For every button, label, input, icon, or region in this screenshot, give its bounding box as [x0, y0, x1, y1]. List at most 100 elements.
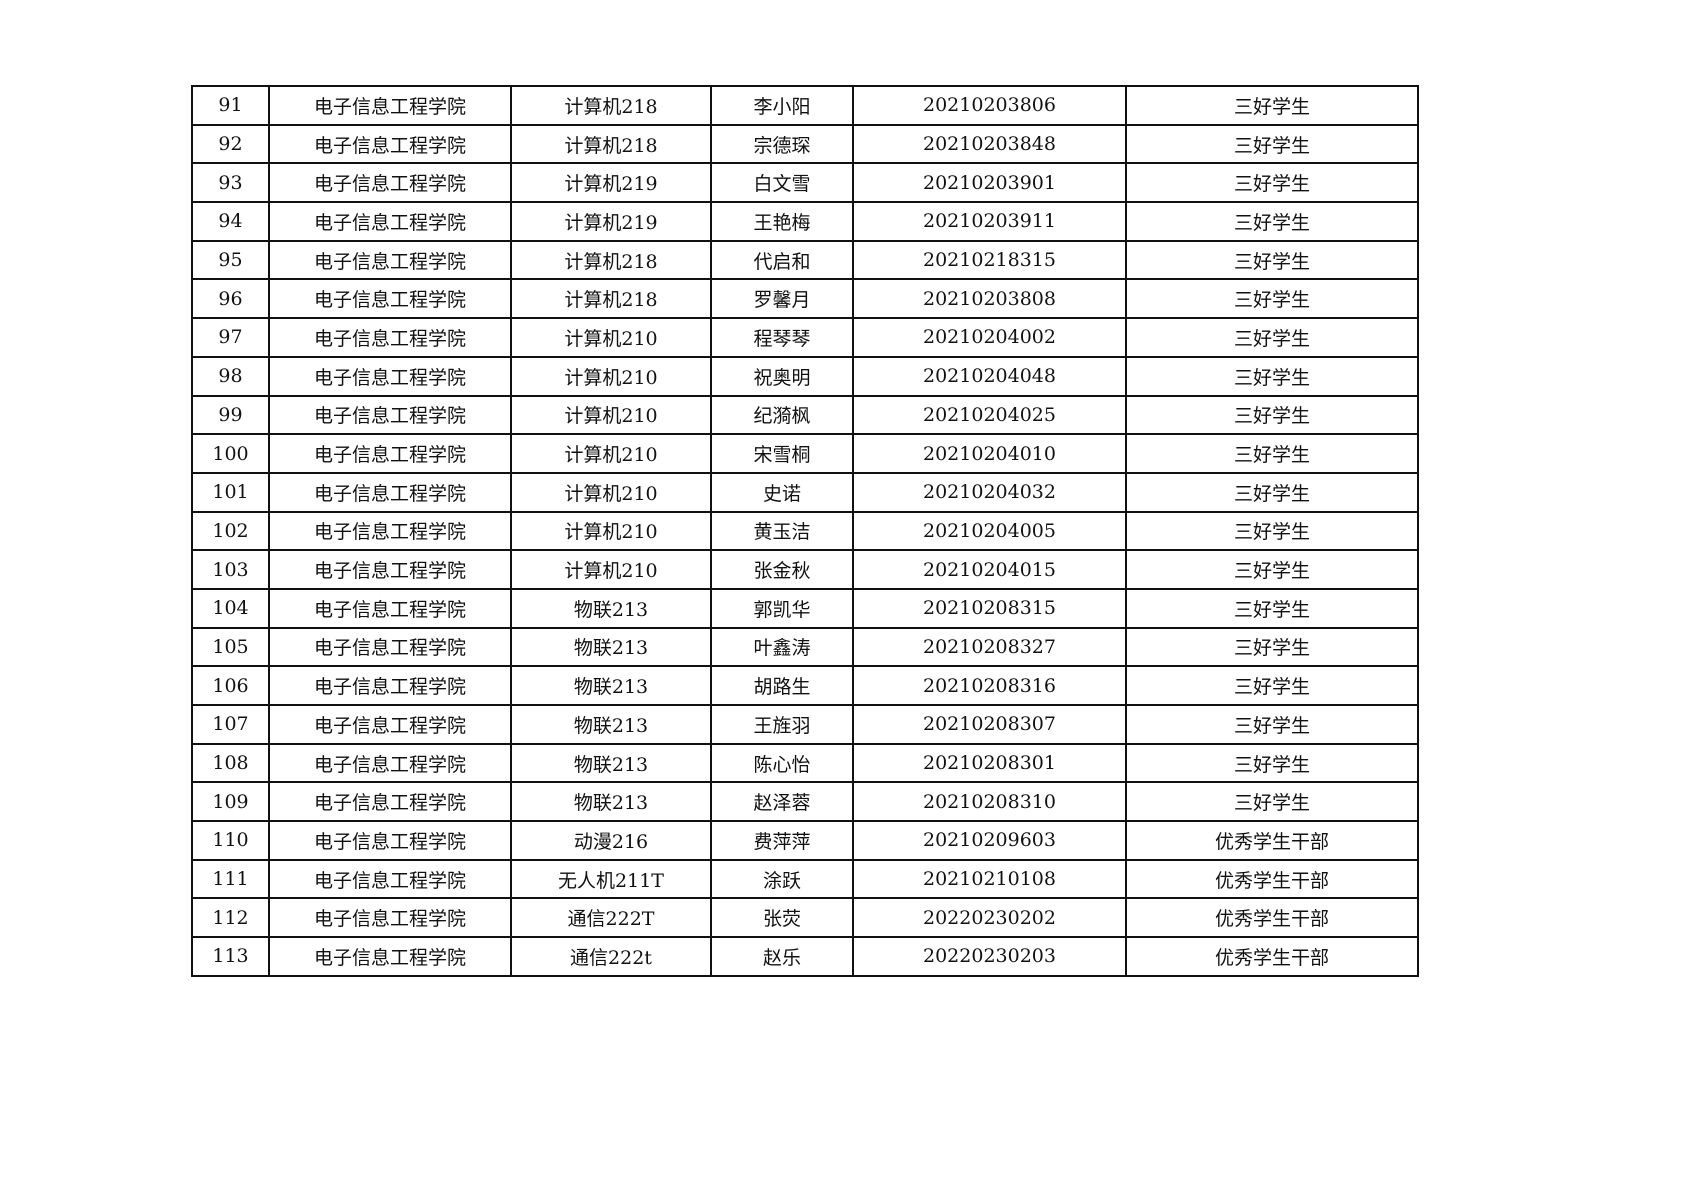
table-row: 104 电子信息工程学院 物联213 郭凯华 20210208315 三好学生 [191, 587, 1419, 629]
college-cell: 电子信息工程学院 [268, 162, 512, 204]
index-cell: 97 [191, 317, 270, 358]
college-cell: 电子信息工程学院 [268, 781, 512, 823]
index-cell: 98 [191, 355, 270, 397]
name-cell: 叶鑫涛 [710, 626, 854, 668]
class-cell: 计算机210 [510, 549, 712, 590]
award-cell: 三好学生 [1125, 85, 1419, 126]
index-cell: 99 [191, 394, 270, 436]
index-cell: 113 [191, 936, 270, 977]
name-cell: 涂跃 [710, 858, 854, 900]
college-cell: 电子信息工程学院 [268, 510, 512, 552]
table-row: 112 电子信息工程学院 通信222T 张荧 20220230202 优秀学生干部 [191, 897, 1419, 939]
class-cell: 计算机218 [510, 239, 712, 281]
college-cell: 电子信息工程学院 [268, 471, 512, 513]
name-cell: 纪漪枫 [710, 394, 854, 436]
class-cell: 计算机218 [510, 85, 712, 126]
college-cell: 电子信息工程学院 [268, 742, 512, 784]
award-cell: 三好学生 [1125, 704, 1419, 745]
name-cell: 费萍萍 [710, 820, 854, 861]
name-cell: 赵乐 [710, 936, 854, 977]
name-cell: 黄玉洁 [710, 510, 854, 552]
index-cell: 93 [191, 162, 270, 204]
award-cell: 三好学生 [1125, 587, 1419, 629]
name-cell: 李小阳 [710, 85, 854, 126]
college-cell: 电子信息工程学院 [268, 626, 512, 668]
table-row: 100 电子信息工程学院 计算机210 宋雪桐 20210204010 三好学生 [191, 433, 1419, 474]
college-cell: 电子信息工程学院 [268, 201, 512, 242]
college-cell: 电子信息工程学院 [268, 317, 512, 358]
college-cell: 电子信息工程学院 [268, 858, 512, 900]
table-row: 98 电子信息工程学院 计算机210 祝奥明 20210204048 三好学生 [191, 355, 1419, 397]
college-cell: 电子信息工程学院 [268, 704, 512, 745]
table-row: 111 电子信息工程学院 无人机211T 涂跃 20210210108 优秀学生干部 [191, 858, 1419, 900]
table-row: 102 电子信息工程学院 计算机210 黄玉洁 20210204005 三好学生 [191, 510, 1419, 552]
index-cell: 110 [191, 820, 270, 861]
college-cell: 电子信息工程学院 [268, 897, 512, 939]
class-cell: 物联213 [510, 742, 712, 784]
student-id-cell: 20210210108 [852, 858, 1127, 900]
index-cell: 105 [191, 626, 270, 668]
college-cell: 电子信息工程学院 [268, 355, 512, 397]
class-cell: 计算机210 [510, 471, 712, 513]
class-cell: 计算机210 [510, 394, 712, 436]
award-cell: 三好学生 [1125, 123, 1419, 165]
table-row: 105 电子信息工程学院 物联213 叶鑫涛 20210208327 三好学生 [191, 626, 1419, 668]
table-row: 91 电子信息工程学院 计算机218 李小阳 20210203806 三好学生 [191, 85, 1419, 126]
index-cell: 101 [191, 471, 270, 513]
student-id-cell: 20210208316 [852, 665, 1127, 706]
award-cell: 三好学生 [1125, 355, 1419, 397]
name-cell: 宗德琛 [710, 123, 854, 165]
award-cell: 三好学生 [1125, 549, 1419, 590]
student-id-cell: 20210204002 [852, 317, 1127, 358]
name-cell: 罗馨月 [710, 278, 854, 320]
student-id-cell: 20210203808 [852, 278, 1127, 320]
name-cell: 郭凯华 [710, 587, 854, 629]
table-row: 92 电子信息工程学院 计算机218 宗德琛 20210203848 三好学生 [191, 123, 1419, 165]
name-cell: 祝奥明 [710, 355, 854, 397]
award-cell: 三好学生 [1125, 510, 1419, 552]
student-id-cell: 20210204005 [852, 510, 1127, 552]
class-cell: 计算机218 [510, 123, 712, 165]
table-row: 103 电子信息工程学院 计算机210 张金秋 20210204015 三好学生 [191, 549, 1419, 590]
name-cell: 张荧 [710, 897, 854, 939]
award-cell: 三好学生 [1125, 278, 1419, 320]
college-cell: 电子信息工程学院 [268, 239, 512, 281]
name-cell: 王旌羽 [710, 704, 854, 745]
table-row: 108 电子信息工程学院 物联213 陈心怡 20210208301 三好学生 [191, 742, 1419, 784]
student-id-cell: 20210208310 [852, 781, 1127, 823]
name-cell: 张金秋 [710, 549, 854, 590]
student-id-cell: 20220230202 [852, 897, 1127, 939]
index-cell: 92 [191, 123, 270, 165]
student-id-cell: 20210204015 [852, 549, 1127, 590]
college-cell: 电子信息工程学院 [268, 123, 512, 165]
student-id-cell: 20210218315 [852, 239, 1127, 281]
student-id-cell: 20210203911 [852, 201, 1127, 242]
class-cell: 计算机210 [510, 510, 712, 552]
student-id-cell: 20210208307 [852, 704, 1127, 745]
name-cell: 陈心怡 [710, 742, 854, 784]
index-cell: 103 [191, 549, 270, 590]
student-id-cell: 20210208315 [852, 587, 1127, 629]
name-cell: 代启和 [710, 239, 854, 281]
index-cell: 109 [191, 781, 270, 823]
class-cell: 无人机211T [510, 858, 712, 900]
table-row: 93 电子信息工程学院 计算机219 白文雪 20210203901 三好学生 [191, 162, 1419, 204]
class-cell: 动漫216 [510, 820, 712, 861]
student-id-cell: 20210204032 [852, 471, 1127, 513]
award-cell: 三好学生 [1125, 626, 1419, 668]
class-cell: 计算机218 [510, 278, 712, 320]
college-cell: 电子信息工程学院 [268, 394, 512, 436]
index-cell: 102 [191, 510, 270, 552]
index-cell: 104 [191, 587, 270, 629]
college-cell: 电子信息工程学院 [268, 936, 512, 977]
award-cell: 三好学生 [1125, 394, 1419, 436]
class-cell: 物联213 [510, 665, 712, 706]
class-cell: 计算机210 [510, 433, 712, 474]
award-cell: 三好学生 [1125, 665, 1419, 706]
name-cell: 宋雪桐 [710, 433, 854, 474]
class-cell: 物联213 [510, 626, 712, 668]
table-row: 109 电子信息工程学院 物联213 赵泽蓉 20210208310 三好学生 [191, 781, 1419, 823]
student-id-cell: 20210209603 [852, 820, 1127, 861]
award-cell: 三好学生 [1125, 742, 1419, 784]
student-id-cell: 20210203806 [852, 85, 1127, 126]
